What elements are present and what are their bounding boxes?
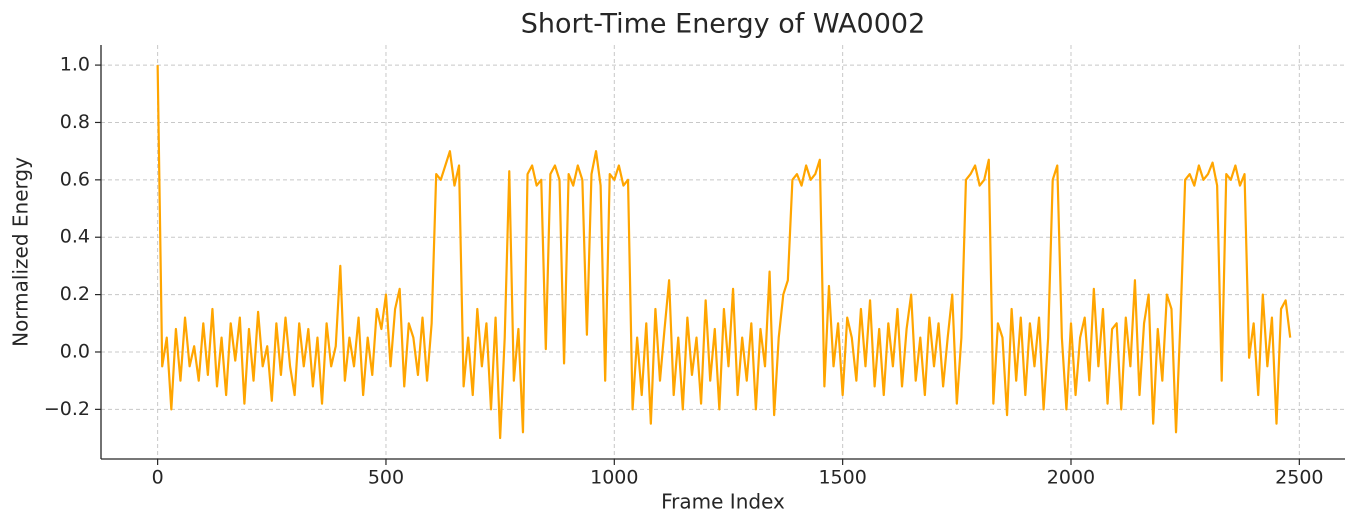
- x-tick-label: 2500: [1275, 467, 1323, 489]
- y-axis-label: Normalized Energy: [9, 157, 33, 347]
- y-tick-label: −0.2: [44, 398, 90, 420]
- y-tick-label: 0.8: [60, 111, 90, 133]
- y-tick-label: 0.6: [60, 168, 90, 190]
- y-tick-label: 0.0: [60, 340, 90, 362]
- x-tick-label: 500: [368, 467, 404, 489]
- x-axis-label: Frame Index: [661, 490, 785, 514]
- y-tick-label: 1.0: [60, 54, 90, 76]
- x-tick-label: 2000: [1047, 467, 1095, 489]
- y-tick-label: 0.2: [60, 283, 90, 305]
- x-tick-label: 1500: [818, 467, 866, 489]
- data-line: [156, 65, 1292, 440]
- chart-title: Short-Time Energy of WA0002: [521, 9, 926, 40]
- x-tick-label: 0: [152, 467, 164, 489]
- y-tick-label: 0.4: [60, 226, 90, 248]
- x-tick-label: 1000: [590, 467, 638, 489]
